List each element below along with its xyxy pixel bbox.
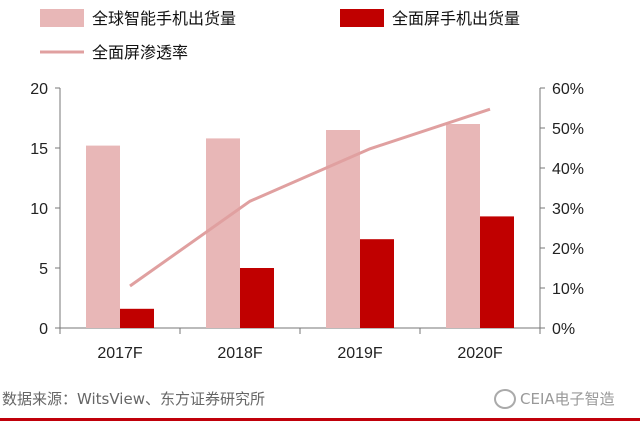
y-right-tick-label: 0% [552,321,575,338]
watermark: CEIA电子智造 [494,388,615,409]
line-series [129,107,491,288]
x-tick-label: 2018F [217,345,263,362]
bar [240,268,274,328]
bar [360,239,394,328]
y-left-tick-label: 10 [30,201,48,218]
y-right-tick-label: 10% [552,281,584,298]
legend-swatch [40,9,84,27]
bar [480,216,514,328]
legend-label: 全面屏手机出货量 [392,9,520,28]
y-right-tick-label: 30% [552,201,584,218]
y-left-tick-label: 0 [39,321,48,338]
wechat-icon [494,388,516,409]
source-note: 数据来源：WitsView、东方证券研究所 [2,390,265,408]
y-right-tick-label: 60% [552,81,584,98]
legend-label: 全球智能手机出货量 [92,9,236,28]
x-tick-label: 2020F [457,345,503,362]
penetration-line [129,107,491,288]
bar [326,130,360,328]
bar [446,124,480,328]
x-tick-label: 2017F [97,345,143,362]
y-right-tick-label: 40% [552,161,584,178]
y-left-tick-label: 15 [30,141,48,158]
legend-label: 全面屏渗透率 [92,43,188,62]
y-left-tick-label: 20 [30,81,48,98]
bar [206,138,240,328]
watermark-text: CEIA电子智造 [520,390,615,408]
bar [120,308,154,328]
axis-labels: 0 5 10 15 20 0% 10% 20% 30% 40% 50% 60% 2017F 2018F 20… [30,81,584,362]
bottom-divider [0,418,640,421]
legend-swatch [340,9,384,27]
x-tick-label: 2019F [337,345,383,362]
bars [86,124,514,328]
y-right-tick-label: 50% [552,121,584,138]
y-left-tick-label: 5 [39,261,48,278]
y-right-tick-label: 20% [552,241,584,258]
bar [86,145,120,328]
